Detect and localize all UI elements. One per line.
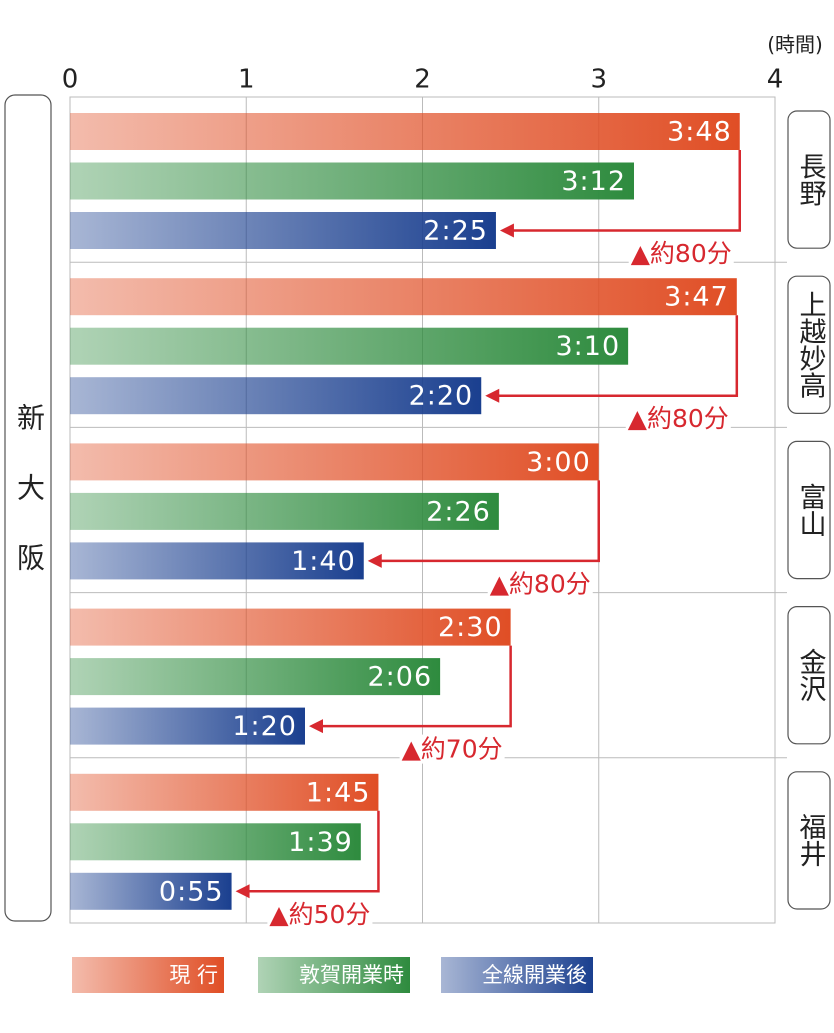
value-label: 3:47 (664, 282, 729, 313)
category-box (787, 110, 831, 249)
value-label: 3:10 (555, 331, 620, 362)
annotation-bg (487, 569, 593, 599)
bar (70, 278, 737, 316)
category-label: 上越妙高 (795, 291, 827, 399)
value-label: 2:25 (423, 216, 488, 247)
bar (70, 658, 441, 696)
legend-label: 全線開業後 (482, 963, 587, 987)
bar (70, 327, 629, 365)
value-label: 3:48 (667, 117, 732, 148)
arrow-head (367, 553, 382, 568)
value-label: 1:45 (306, 777, 371, 808)
bar (70, 608, 511, 646)
bar (70, 773, 379, 811)
reduction-arrow (247, 810, 380, 893)
origin-box (4, 94, 52, 922)
annotation: ▲約80分 (628, 404, 729, 433)
annotation-bg (399, 734, 505, 764)
bar (70, 113, 740, 150)
legend-swatch (258, 957, 410, 993)
category-box (787, 771, 831, 910)
arrow-head (485, 388, 500, 403)
reduction-arrow (511, 150, 741, 232)
annotation-bg (628, 239, 734, 268)
arrow-head (308, 719, 323, 734)
origin-label: 新大阪 (13, 403, 46, 613)
x-tick-label: 0 (62, 65, 79, 95)
x-tick-label: 1 (238, 65, 255, 95)
annotation-bg (267, 899, 373, 929)
bar (70, 542, 364, 580)
x-tick-label: 4 (767, 65, 784, 95)
annotation: ▲約50分 (269, 900, 370, 929)
category-box (787, 605, 831, 745)
value-label: 2:30 (438, 612, 503, 643)
bar (70, 823, 361, 861)
value-label: 2:06 (367, 662, 432, 693)
legend-label: 現 行 (169, 963, 218, 987)
bar (70, 443, 599, 481)
bar (70, 377, 482, 415)
legend-label: 敦賀開業時 (299, 963, 404, 987)
arrow-head (499, 223, 514, 238)
value-label: 0:55 (159, 876, 224, 907)
legend-swatch (441, 957, 593, 993)
value-label: 2:20 (409, 381, 474, 412)
category-label: 富山 (795, 483, 826, 537)
bar (70, 492, 499, 530)
value-label: 1:39 (288, 827, 353, 858)
annotation: ▲約80分 (490, 569, 591, 598)
x-tick-label: 2 (414, 65, 431, 95)
category-label: 福井 (795, 813, 827, 867)
value-label: 3:12 (561, 166, 626, 197)
annotation: ▲約70分 (402, 735, 503, 764)
value-label: 2:26 (426, 496, 491, 527)
reduction-arrow (497, 315, 739, 397)
legend-swatch (72, 957, 224, 993)
arrow-head (235, 884, 250, 899)
category-label: 長野 (795, 153, 826, 207)
bar (70, 212, 496, 249)
bar (70, 707, 305, 745)
axis-unit: (時間) (767, 33, 823, 57)
category-label: 金沢 (795, 648, 827, 702)
category-box (787, 440, 831, 580)
value-label: 1:20 (232, 711, 297, 742)
x-tick-label: 3 (590, 65, 607, 95)
category-box (787, 275, 831, 415)
value-label: 1:40 (291, 546, 356, 577)
bar (70, 872, 232, 910)
reduction-arrow (320, 645, 512, 728)
value-label: 3:00 (526, 447, 591, 478)
bar (70, 162, 634, 200)
annotation-bg (625, 404, 731, 434)
annotation: ▲約80分 (631, 239, 732, 268)
reduction-arrow (379, 480, 600, 563)
